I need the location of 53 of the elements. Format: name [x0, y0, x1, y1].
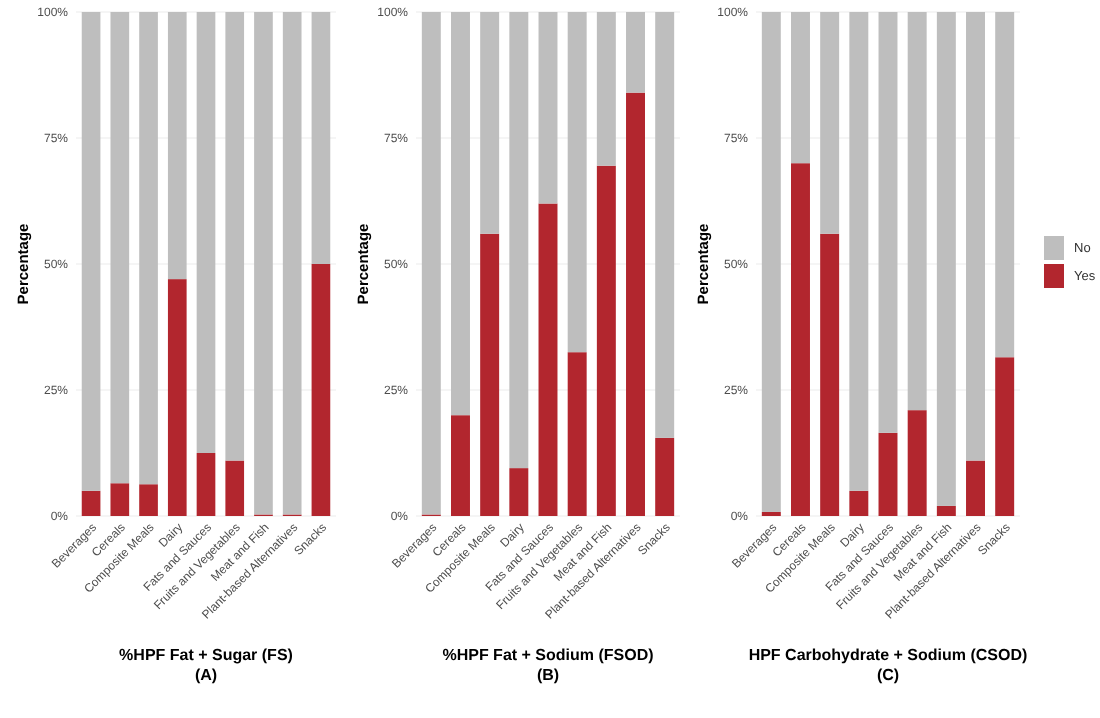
bar	[567, 12, 587, 353]
bar	[907, 410, 927, 516]
x-axis-title: %HPF Fat + Sodium (FSOD) (B)	[442, 646, 655, 684]
bar	[81, 490, 101, 516]
bar	[480, 12, 500, 234]
bar	[849, 12, 869, 491]
bar	[596, 165, 616, 516]
bar	[820, 233, 840, 516]
bar	[538, 12, 558, 204]
bar	[995, 12, 1015, 358]
bar	[761, 12, 781, 512]
bar	[196, 453, 216, 516]
bar	[509, 12, 529, 469]
bar	[907, 12, 927, 411]
bar	[254, 12, 273, 515]
bar	[196, 12, 216, 453]
bar	[849, 490, 869, 516]
bar	[936, 505, 956, 516]
bar	[110, 483, 130, 516]
bar	[538, 203, 558, 516]
bar	[139, 12, 158, 485]
bar	[596, 12, 616, 166]
bar	[311, 264, 331, 516]
bar	[451, 415, 470, 516]
bar	[225, 12, 245, 461]
bar	[655, 12, 675, 438]
bar	[966, 12, 985, 461]
bar	[509, 468, 529, 516]
bar	[791, 163, 810, 516]
bar	[655, 437, 675, 516]
bar	[966, 460, 985, 516]
bar	[167, 279, 187, 516]
x-axis-title: %HPF Fat + Sugar (FS) (A)	[119, 646, 294, 684]
bar	[421, 12, 441, 515]
bar	[110, 12, 130, 484]
x-axis-title: HPF Carbohydrate + Sodium (CSOD) (C)	[748, 646, 1029, 684]
bar	[311, 12, 331, 264]
bar	[626, 12, 645, 93]
bar	[936, 12, 956, 506]
bar	[878, 432, 898, 516]
bar	[995, 357, 1015, 516]
bar	[282, 12, 302, 515]
bar	[791, 12, 810, 164]
bar	[878, 12, 898, 433]
bar	[567, 352, 587, 516]
bar	[167, 12, 187, 280]
bar	[451, 12, 470, 416]
bar	[480, 233, 500, 516]
bar	[225, 460, 245, 516]
bar	[626, 92, 645, 516]
bar	[139, 484, 158, 516]
bar	[81, 12, 101, 491]
bar	[820, 12, 840, 234]
